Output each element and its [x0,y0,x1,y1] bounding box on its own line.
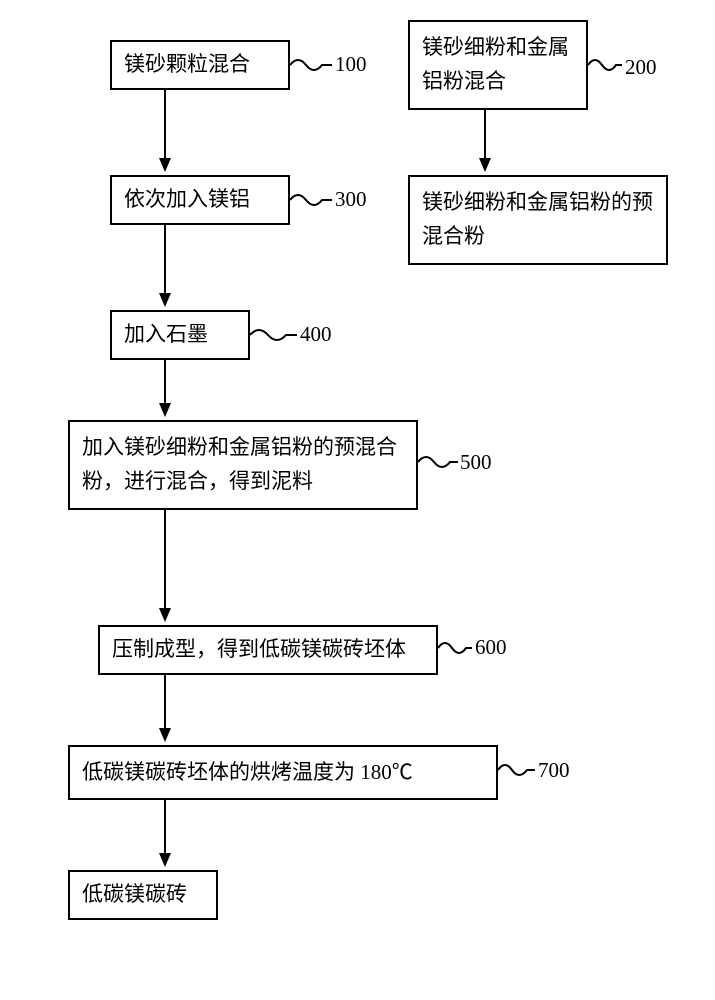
squiggle-connectors [0,0,715,1000]
